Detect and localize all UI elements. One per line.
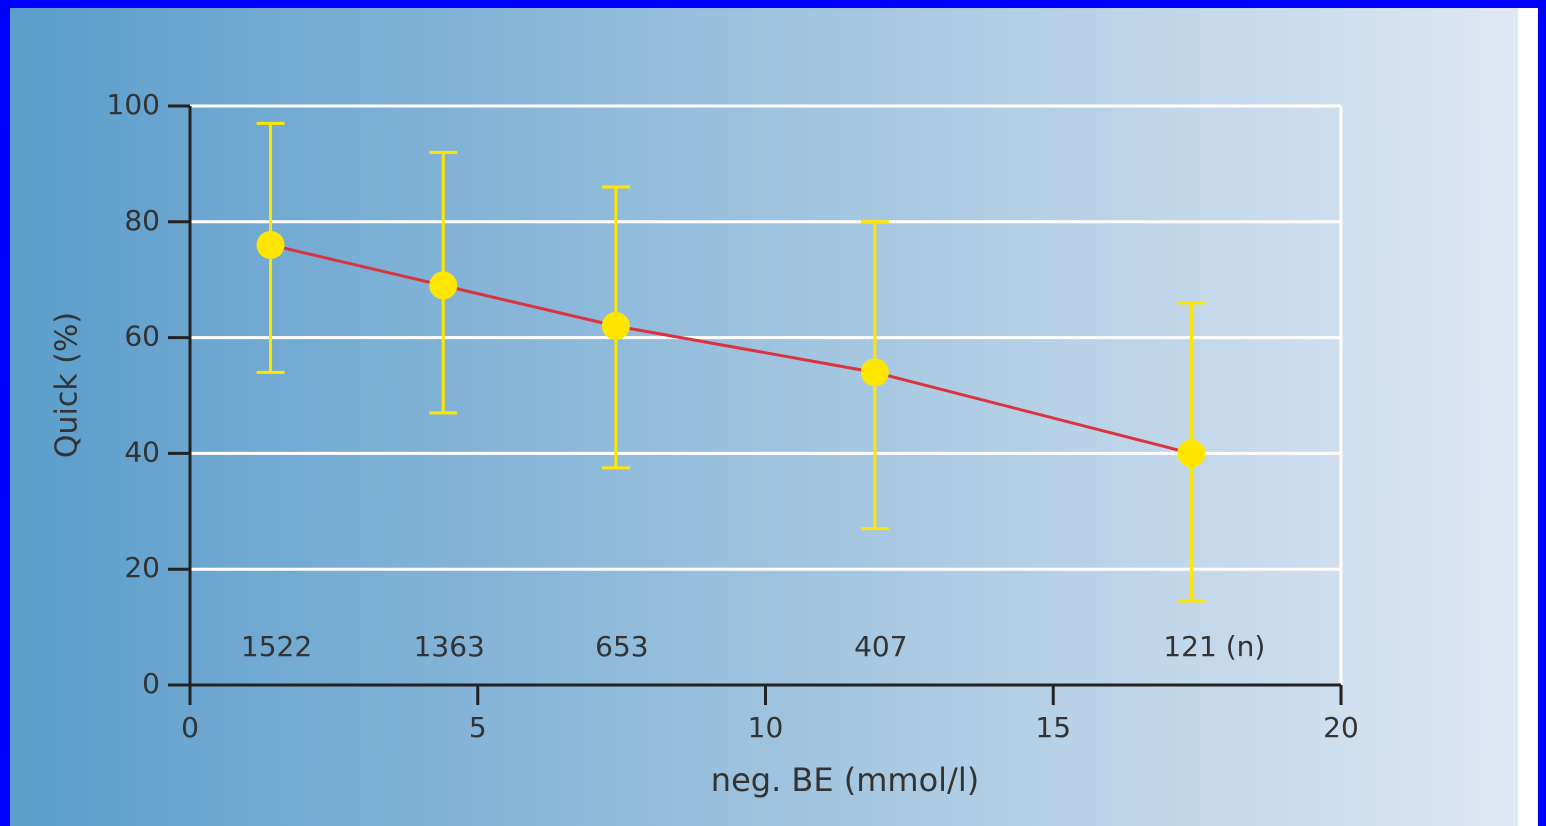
- y-tick-label: 20: [124, 551, 160, 584]
- y-tick-label: 100: [107, 88, 160, 121]
- n-label: 1522: [241, 630, 312, 663]
- data-point: [860, 358, 889, 387]
- y-axis-label: Quick (%): [50, 312, 85, 458]
- margin: [1518, 8, 1538, 826]
- y-tick-label: 0: [142, 667, 160, 700]
- x-tick-label: 20: [1323, 711, 1359, 744]
- n-label: 407: [854, 630, 907, 663]
- data-point: [1177, 439, 1206, 468]
- n-label: 653: [595, 630, 648, 663]
- y-tick-label: 40: [124, 435, 160, 468]
- x-tick-label: 15: [1035, 711, 1071, 744]
- y-tick-label: 80: [124, 204, 160, 237]
- data-point: [256, 230, 285, 259]
- y-tick-label: 60: [124, 320, 160, 353]
- x-tick-label: 10: [748, 711, 784, 744]
- x-tick-label: 0: [181, 711, 199, 744]
- n-label: 1363: [414, 630, 485, 663]
- data-point: [429, 271, 458, 300]
- x-axis-label: neg. BE (mmol/l): [711, 761, 979, 799]
- n-label: 121 (n): [1163, 630, 1265, 663]
- data-point: [601, 312, 630, 341]
- x-tick-label: 5: [469, 711, 487, 744]
